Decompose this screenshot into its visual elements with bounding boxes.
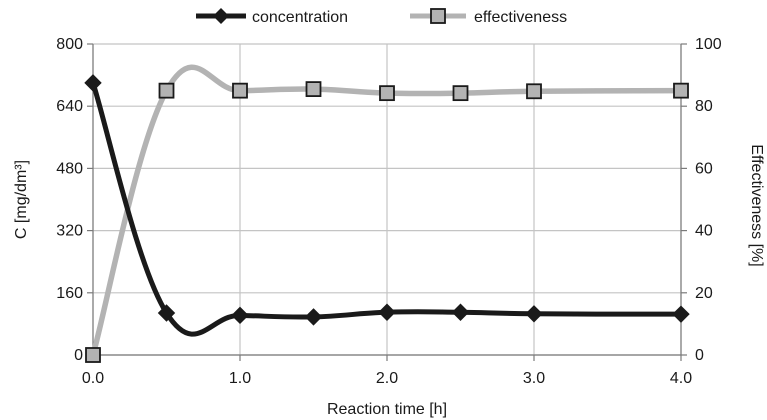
series-concentration [84,74,690,337]
x-tick-label: 2.0 [376,370,398,387]
legend-item-effectiveness: effectiveness [410,8,567,26]
left-tick-label: 320 [56,223,83,240]
point-concentration [84,74,102,92]
left-tick-label: 160 [56,285,83,302]
point-concentration [231,306,249,325]
right-axis-title: Effectiveness [%] [748,144,765,266]
left-tick-label: 0 [74,347,83,364]
point-effectiveness [379,85,395,102]
point-concentration [304,308,323,326]
right-tick-label: 100 [695,36,722,53]
point-concentration [672,305,690,323]
x-tick-label: 3.0 [523,370,545,387]
right-tick-label: 20 [695,285,713,302]
legend-label: concentration [252,9,348,26]
legend-marker [430,8,446,24]
x-tick-label: 0.0 [82,370,104,387]
point-effectiveness [452,85,469,102]
point-effectiveness [85,347,101,363]
point-effectiveness [673,82,689,99]
right-tick-label: 60 [695,160,713,177]
x-axis-title: Reaction time [h] [327,401,447,418]
point-concentration [525,305,543,323]
point-concentration [451,303,470,321]
point-concentration [157,304,176,322]
left-tick-label: 480 [56,160,83,177]
left-tick-label: 640 [56,98,83,115]
legend-label: effectiveness [474,9,567,26]
point-effectiveness [305,81,322,97]
legend: concentration effectiveness [196,8,567,26]
point-effectiveness [232,82,248,99]
point-concentration [378,303,396,321]
axes: 0 160 320 480 640 800 0 20 40 60 80 100 0.0 1.0 2.0 3.0… [56,36,722,387]
x-tick-label: 4.0 [670,370,692,387]
right-tick-label: 0 [695,347,704,364]
x-tick-label: 1.0 [229,370,251,387]
series-effectiveness [85,64,689,363]
left-axis-title: C [mg/dm³] [13,160,30,239]
left-tick-label: 800 [56,36,83,53]
axis-titles: Reaction time [h] C [mg/dm³] Effectiveness… [13,144,765,418]
point-effectiveness [158,82,175,99]
right-tick-label: 40 [695,223,713,240]
series-layer [84,64,690,363]
right-tick-label: 80 [695,98,713,115]
legend-marker [213,8,229,24]
point-effectiveness [526,83,542,100]
legend-item-concentration: concentration [196,8,348,26]
